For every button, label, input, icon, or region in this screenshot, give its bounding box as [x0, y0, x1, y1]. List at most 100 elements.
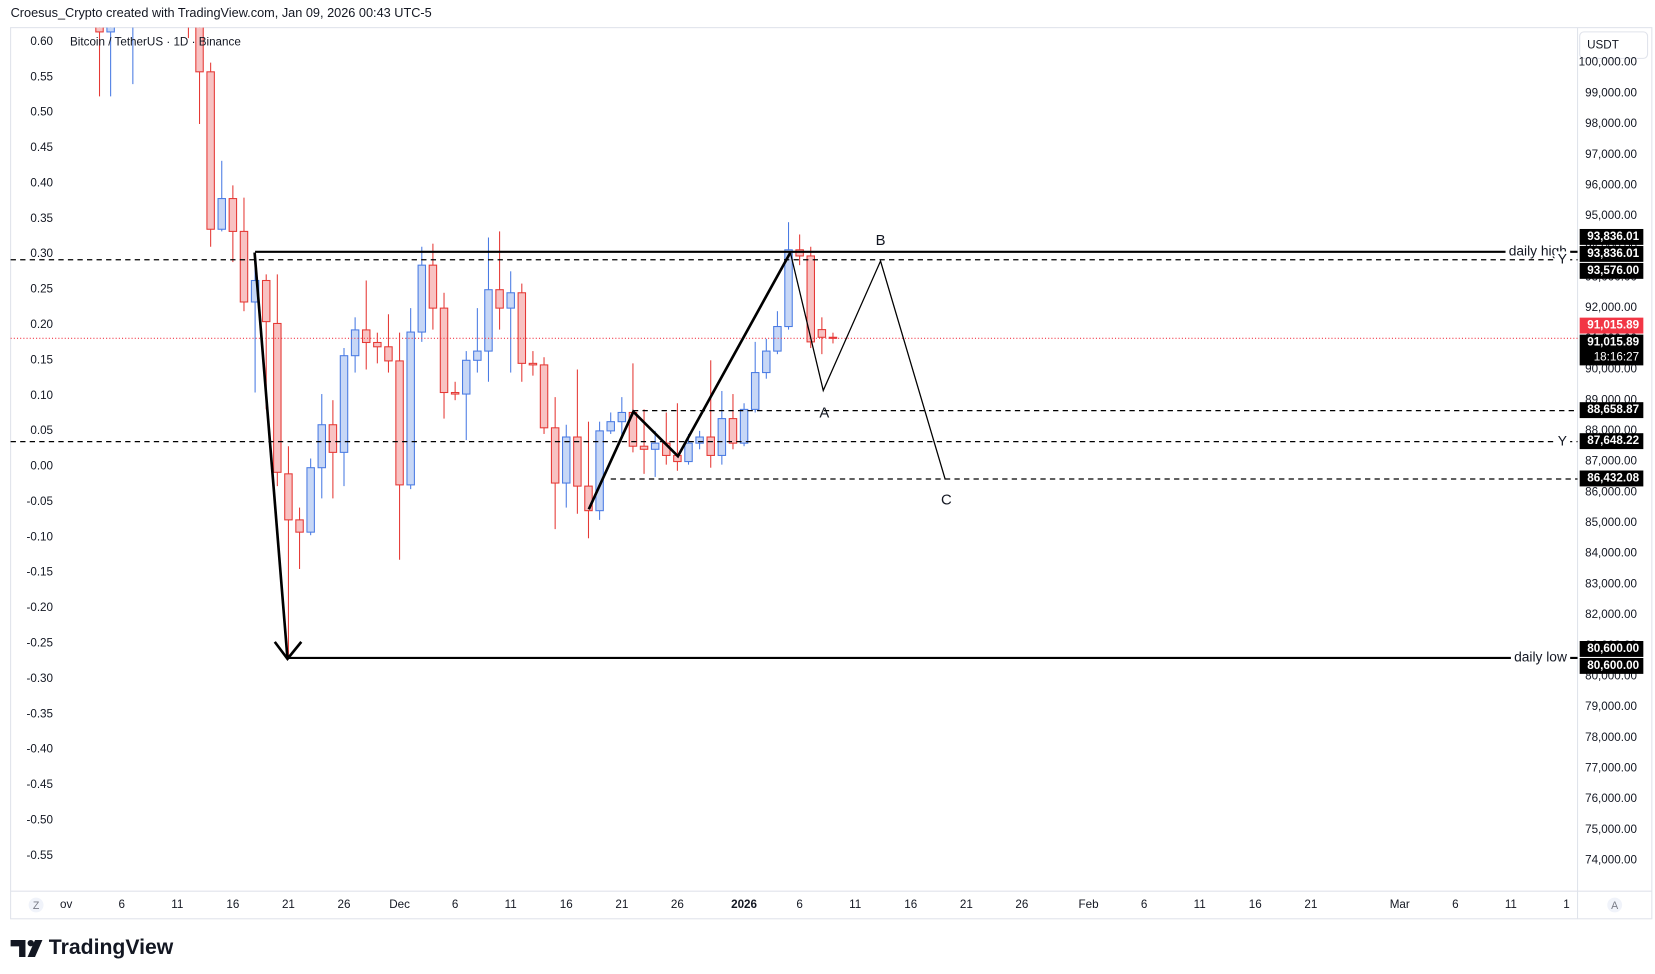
candle-body — [284, 473, 293, 521]
countdown-label: 18:16:27 — [1594, 350, 1639, 363]
x-tick-label: Feb — [1079, 898, 1099, 911]
candle-body — [706, 436, 715, 456]
auto-scale-button[interactable] — [1607, 897, 1623, 913]
price-label-box — [1579, 262, 1644, 279]
candle-body — [350, 329, 360, 357]
wave-label: A — [819, 406, 829, 422]
x-tick-label: 16 — [226, 898, 239, 911]
auto-scale-button-label[interactable]: A — [1611, 900, 1619, 912]
candle-body — [728, 418, 738, 444]
candle-body — [373, 341, 382, 348]
price-label: 87,648.22 — [1587, 434, 1639, 447]
y2-tick-label: 0.05 — [30, 424, 53, 437]
candle-body — [595, 430, 604, 512]
y-tick-label: 98,000.00 — [1585, 117, 1637, 130]
x-tick-label: 21 — [615, 898, 628, 911]
candle-body — [817, 329, 827, 338]
candle-body — [617, 411, 627, 423]
y-tick-label: 97,000.00 — [1585, 148, 1637, 161]
candle-body — [795, 249, 804, 257]
price-label: 91,015.89 — [1587, 336, 1639, 349]
price-label-box — [1579, 657, 1644, 674]
candle-body — [450, 391, 460, 395]
logo: TradingView — [10, 936, 174, 959]
wave-line — [587, 251, 792, 510]
y-tick-label: 90,000.00 — [1585, 363, 1637, 376]
y-tick-label: 100,000.00 — [1579, 56, 1638, 69]
y-tick-label: 75,000.00 — [1585, 823, 1637, 836]
zoom-button[interactable] — [28, 897, 44, 913]
logo-mark — [27, 940, 43, 957]
y-tick-label: 83,000.00 — [1585, 577, 1637, 590]
candle-body — [106, 27, 115, 33]
price-label: 80,600.00 — [1587, 642, 1639, 655]
x-tick-label: 16 — [904, 898, 917, 911]
y2-tick-label: 0.35 — [30, 212, 53, 225]
candle-body — [573, 436, 582, 487]
y2-tick-label: 0.20 — [30, 318, 53, 331]
y-tick-label: 79,000.00 — [1585, 700, 1637, 713]
candle-body — [339, 355, 349, 453]
plot — [10, 27, 1578, 658]
y2-tick-label: 0.40 — [30, 176, 53, 189]
y2-tick-label: 0.60 — [30, 35, 53, 48]
candle-body — [428, 264, 438, 309]
x-tick-label: Mar — [1390, 898, 1410, 911]
y-tick-label: 74,000.00 — [1585, 854, 1637, 867]
x-tick-label: ov — [60, 898, 72, 911]
y2-tick-label: -0.15 — [26, 566, 53, 579]
candle-body — [650, 442, 660, 450]
x-tick-label: 26 — [1015, 898, 1028, 911]
price-label-box — [1579, 228, 1644, 245]
y2-tick-label: -0.25 — [26, 637, 53, 650]
candle-body — [439, 307, 449, 394]
logo-text: TradingView — [49, 936, 174, 959]
y2-tick-label: 0.15 — [30, 353, 53, 366]
candle-body — [517, 292, 527, 364]
x-tick-label: 2026 — [731, 898, 757, 911]
price-label: 91,015.89 — [1587, 319, 1639, 332]
x-tick-label: 11 — [505, 898, 517, 911]
y2-tick-label: 0.25 — [30, 283, 53, 296]
candle-body — [406, 331, 415, 486]
level-label-bg — [1505, 243, 1571, 259]
x-tick-label: 6 — [452, 898, 458, 911]
x-tick-label: 6 — [796, 898, 802, 911]
level-label-bg — [1554, 251, 1571, 267]
y2-tick-label: 0.30 — [30, 247, 53, 260]
candle-body — [195, 27, 204, 73]
currency-button[interactable] — [1579, 31, 1649, 59]
wave-label: C — [941, 493, 952, 509]
price-label-box — [1579, 433, 1644, 450]
currency-button-label[interactable]: USDT — [1587, 39, 1619, 52]
level-label: Y — [1558, 433, 1567, 448]
candle-body — [750, 372, 760, 410]
level-label-bg — [1510, 649, 1571, 665]
candle-body — [95, 27, 104, 33]
candle-body — [206, 71, 215, 230]
logo-dot — [27, 940, 34, 947]
price-label: 93,836.01 — [1587, 247, 1639, 260]
x-tick-label: 6 — [1452, 898, 1458, 911]
candle-body — [562, 436, 571, 484]
y2-tick-label: 0.55 — [30, 70, 53, 83]
y-tick-label: 96,000.00 — [1585, 178, 1637, 191]
price-label: 88,658.87 — [1587, 403, 1639, 416]
arrow-head — [273, 641, 303, 662]
candle-body — [361, 329, 371, 344]
wave-label: B — [876, 233, 886, 249]
x-tick-label: 21 — [282, 898, 295, 911]
price-label-box — [1579, 245, 1644, 262]
header: Croesus_Crypto created with TradingView.… — [11, 5, 432, 20]
candle-body — [528, 362, 538, 366]
candle-body — [273, 322, 282, 473]
y2-tick-label: -0.10 — [26, 530, 53, 543]
candle-body — [484, 289, 493, 352]
y2-tick-label: -0.20 — [26, 601, 53, 614]
symbol-legend: Bitcoin / TetherUS · 1D · Binance — [70, 36, 241, 49]
x-tick-label: Dec — [389, 898, 410, 911]
zoom-button-label[interactable]: Z — [33, 900, 40, 912]
y-tick-label: 86,000.00 — [1585, 485, 1637, 498]
x-tick-label: 21 — [960, 898, 973, 911]
